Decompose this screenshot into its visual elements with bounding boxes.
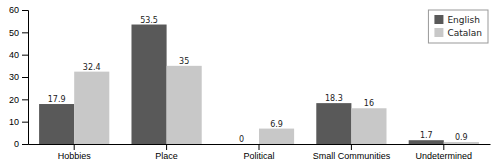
tick-mark xyxy=(74,144,75,150)
bar xyxy=(259,129,294,144)
x-axis: Hobbies Place Political Small Communities Un… xyxy=(29,144,491,161)
axis-line xyxy=(22,11,29,145)
data-label: 53.5 xyxy=(140,16,158,25)
legend-frame xyxy=(428,10,488,43)
tick-mark xyxy=(22,10,28,11)
tick-label: Hobbies xyxy=(58,151,92,161)
tick-mark xyxy=(22,77,28,78)
bar xyxy=(74,72,109,144)
tick-label: 40 xyxy=(9,50,19,60)
tick: 50 xyxy=(9,28,28,38)
tick: 0 xyxy=(14,139,28,149)
bars xyxy=(39,25,479,144)
legend-swatch xyxy=(434,15,443,24)
bar xyxy=(39,104,74,144)
bar xyxy=(409,140,444,144)
tick-mark xyxy=(22,55,28,56)
tick-mark xyxy=(166,144,167,150)
tick-label: 50 xyxy=(9,28,19,38)
tick: 20 xyxy=(9,95,28,105)
tick-mark xyxy=(259,144,260,150)
y-axis: 0 10 20 30 40 50 60 xyxy=(9,5,29,149)
bar xyxy=(351,108,386,144)
bar xyxy=(167,66,202,144)
tick-mark xyxy=(22,122,28,123)
tick-mark xyxy=(351,144,352,150)
legend: English Catalan xyxy=(428,10,488,43)
tick: Undetermined xyxy=(416,144,473,161)
tick: Place xyxy=(155,144,178,161)
tick: 60 xyxy=(9,5,28,15)
bar-series xyxy=(74,66,479,144)
tick-mark xyxy=(22,144,28,145)
data-labels: 17.9 53.5 0 18.3 1.7 32.4 35 6.9 16 0.9 xyxy=(48,16,468,144)
data-label: 18.3 xyxy=(325,94,343,103)
data-label: 0 xyxy=(239,135,244,144)
tick-label: 20 xyxy=(9,95,19,105)
bar xyxy=(316,103,351,144)
tick-label: 0 xyxy=(14,139,19,149)
tick-label: 10 xyxy=(9,117,19,127)
tick-label: 60 xyxy=(9,5,19,15)
data-label: 35 xyxy=(179,57,189,66)
legend-item: English xyxy=(434,15,480,25)
bar-series xyxy=(39,25,444,144)
legend-label: Catalan xyxy=(447,28,482,38)
bar xyxy=(131,25,166,144)
tick-label: Small Communities xyxy=(313,151,391,161)
tick-label: Political xyxy=(243,151,274,161)
data-label: 16 xyxy=(364,99,374,108)
tick: Hobbies xyxy=(58,144,92,161)
tick-mark xyxy=(22,32,28,33)
tick-mark xyxy=(22,99,28,100)
data-label: 17.9 xyxy=(48,95,66,104)
data-label: 6.9 xyxy=(270,120,283,129)
bar xyxy=(444,142,479,144)
tick: 40 xyxy=(9,50,28,60)
legend-swatch xyxy=(434,28,443,37)
tick: 30 xyxy=(9,72,28,82)
tick-label: 30 xyxy=(9,72,19,82)
plot: 0 10 20 30 40 50 60 17.9 53.5 0 18.3 1.7 32.4 35 6.9 16… xyxy=(9,5,491,161)
data-label: 1.7 xyxy=(420,131,433,140)
data-label: 32.4 xyxy=(83,63,101,72)
legend-label: English xyxy=(447,15,480,25)
chart: 0 10 20 30 40 50 60 17.9 53.5 0 18.3 1.7 32.4 35 6.9 16… xyxy=(0,0,500,164)
data-label: 0.9 xyxy=(455,133,468,142)
tick: Small Communities xyxy=(313,144,391,161)
legend-item: Catalan xyxy=(434,28,482,38)
tick-label: Place xyxy=(155,151,178,161)
tick: 10 xyxy=(9,117,28,127)
tick: Political xyxy=(243,144,274,161)
tick-mark xyxy=(443,144,444,150)
tick-label: Undetermined xyxy=(416,151,473,161)
